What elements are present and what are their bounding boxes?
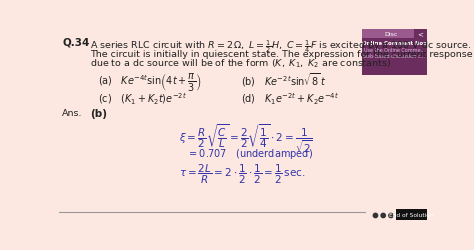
- Text: (b): (b): [90, 108, 107, 118]
- Circle shape: [374, 214, 378, 218]
- Text: A series RLC circuit with $R = 2\,\Omega,\ L = \frac{1}{2}H,\ C = \frac{1}{4}F$ : A series RLC circuit with $R = 2\,\Omega…: [90, 38, 472, 54]
- Text: End of Solution: End of Solution: [389, 212, 433, 217]
- Text: web-based discussion c...: web-based discussion c...: [363, 54, 425, 59]
- Circle shape: [381, 214, 385, 218]
- Circle shape: [389, 214, 393, 218]
- Text: (d)   $K_1 e^{-2t} + K_2 e^{-4t}$: (d) $K_1 e^{-2t} + K_2 e^{-4t}$: [241, 91, 339, 107]
- Bar: [396, 210, 427, 220]
- Bar: [362, 30, 414, 39]
- Text: $\tau = \dfrac{2L}{R} = 2\cdot\dfrac{1}{2}\cdot\dfrac{1}{2} = \dfrac{1}{2}\,\mat: $\tau = \dfrac{2L}{R} = 2\cdot\dfrac{1}{…: [179, 162, 306, 185]
- Text: (a)   $Ke^{-4t}\sin\!\left(4t+\dfrac{\pi}{3}\right)$: (a) $Ke^{-4t}\sin\!\left(4t+\dfrac{\pi}{…: [98, 71, 201, 92]
- Text: Use the Online Comme...: Use the Online Comme...: [364, 48, 425, 52]
- Text: due to a dc source will be of the form ($K,\ K_1,\ K_2$ are constants): due to a dc source will be of the form (…: [90, 58, 392, 70]
- Text: (b)   $Ke^{-2t}\sin\!\sqrt{8}\,t$: (b) $Ke^{-2t}\sin\!\sqrt{8}\,t$: [241, 71, 327, 88]
- Text: Online Comment Box: Online Comment Box: [362, 41, 426, 46]
- Bar: [362, 30, 427, 76]
- Text: Q.34: Q.34: [63, 38, 90, 48]
- Text: (c)   $(K_1 + K_2 t)e^{-2t}$: (c) $(K_1 + K_2 t)e^{-2t}$: [98, 91, 187, 107]
- Text: Ans.: Ans.: [63, 109, 83, 118]
- Text: Disc: Disc: [385, 32, 398, 36]
- Text: $\xi = \dfrac{R}{2}\sqrt{\dfrac{C}{L}} = \dfrac{2}{2}\sqrt{\dfrac{1}{4}}\cdot 2 : $\xi = \dfrac{R}{2}\sqrt{\dfrac{C}{L}} =…: [179, 122, 313, 154]
- Text: <: <: [417, 32, 423, 38]
- Text: The circuit is initially in quiescent state. The expression for the current resp: The circuit is initially in quiescent st…: [90, 50, 473, 59]
- Text: $= 0.707\quad\mathrm{(underdamped)}$: $= 0.707\quad\mathrm{(underdamped)}$: [187, 146, 313, 160]
